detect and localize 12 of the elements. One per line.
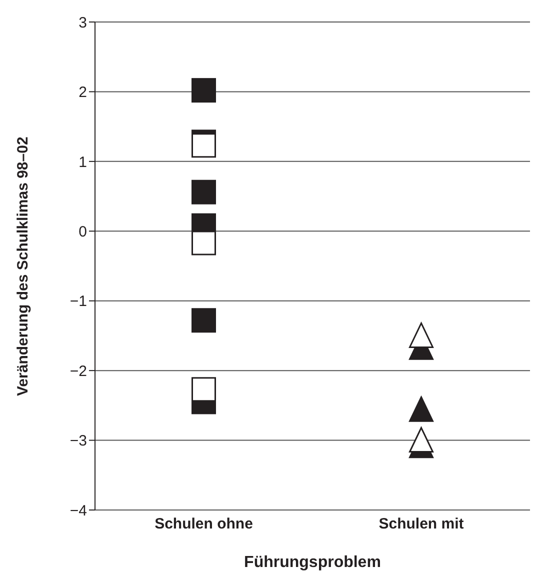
y-axis-title: Veränderung des Schulklimas 98–02: [14, 136, 32, 396]
x-tick-label: Schulen mit: [378, 516, 464, 533]
x-tick-label: Schulen ohne: [154, 516, 253, 533]
y-tick-label: −1: [70, 293, 87, 310]
y-tick-label: 3: [78, 14, 87, 32]
y-tick-label: 1: [78, 154, 87, 171]
y-tick-label: 0: [78, 223, 87, 240]
x-axis-title: Führungsproblem: [244, 554, 381, 571]
y-tick-label: 2: [78, 84, 87, 102]
y-tick-label: −2: [70, 362, 87, 380]
y-tick-label: −4: [70, 502, 87, 520]
y-tick-label: −3: [70, 432, 87, 450]
